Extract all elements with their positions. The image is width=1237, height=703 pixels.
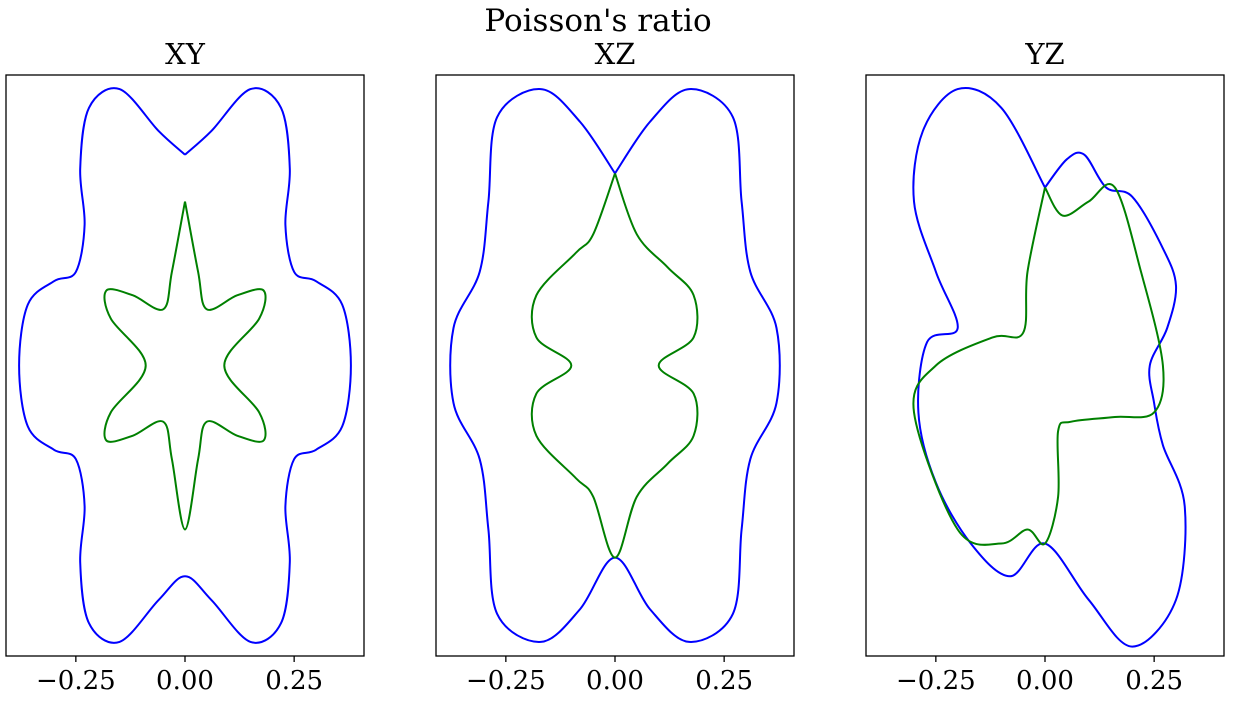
series-line-1 [449,88,781,643]
panel-title: XZ [595,37,636,71]
tick-layer: −0.25 0.00 0.25 [466,656,753,696]
x-tick-label: 0.00 [1016,666,1074,696]
series-line-1 [912,87,1187,648]
x-tick-label: 0.25 [695,666,753,696]
series-line-2 [530,173,699,559]
x-tick-label: 0.00 [586,666,644,696]
x-tick-label: 0.25 [265,666,323,696]
panel-xy: XY −0.25 0.00 0.25 [5,37,365,696]
figure-suptitle: Poisson's ratio [484,3,711,39]
x-tick-label: −0.25 [466,666,546,696]
series-layer [912,87,1187,648]
panel-title: XY [165,37,206,71]
x-tick-label: 0.25 [1125,666,1183,696]
plot-frame [865,74,1225,657]
tick-layer: −0.25 0.00 0.25 [896,656,1183,696]
panel-xz: XZ −0.25 0.00 0.25 [435,37,795,696]
series-layer [18,87,352,644]
tick-layer: −0.25 0.00 0.25 [36,656,323,696]
x-tick-label: −0.25 [36,666,116,696]
x-tick-label: −0.25 [896,666,976,696]
x-tick-label: 0.00 [156,666,214,696]
series-line-1 [18,87,352,644]
panel-yz: YZ −0.25 0.00 0.25 [865,37,1225,696]
series-line-2 [103,201,267,531]
plot-frame [5,74,365,657]
series-layer [449,88,781,643]
series-line-2 [912,183,1165,546]
panel-title: YZ [1024,37,1064,71]
